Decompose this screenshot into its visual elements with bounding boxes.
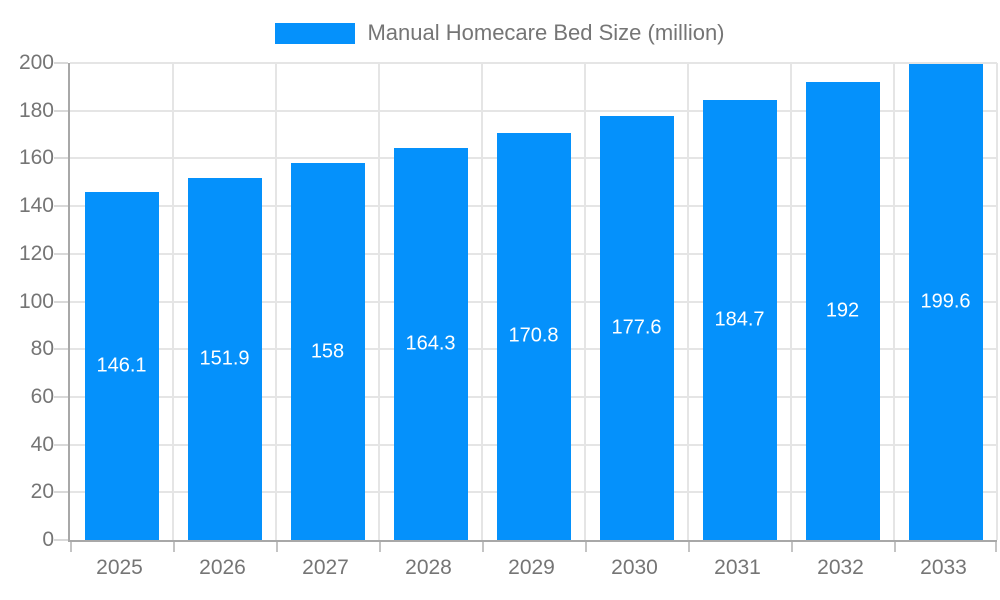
x-tick (995, 542, 997, 552)
x-axis-label: 2033 (920, 556, 967, 579)
y-axis-label: 200 (18, 51, 54, 74)
x-axis-label: 2030 (611, 556, 658, 579)
y-axis-label: 120 (18, 241, 54, 265)
y-tick (54, 157, 68, 160)
y-tick (54, 300, 68, 303)
bar: 199.6 (908, 63, 983, 540)
bar: 158 (290, 163, 365, 540)
bar: 192 (805, 82, 880, 540)
y-axis-label: 160 (18, 146, 54, 170)
x-axis-label: 2031 (714, 556, 761, 579)
bar-value-label: 177.6 (611, 316, 662, 339)
x-gridline (893, 63, 895, 540)
x-tick (585, 542, 587, 552)
x-tick (70, 542, 72, 552)
y-axis-label: 100 (18, 289, 54, 313)
y-tick (54, 491, 68, 494)
legend-swatch[interactable] (275, 22, 356, 44)
y-tick (54, 109, 68, 112)
y-gridline (70, 109, 997, 112)
x-tick (379, 542, 381, 552)
x-axis-label: 2025 (96, 556, 143, 579)
y-gridline (70, 62, 997, 64)
x-gridline (378, 63, 380, 540)
x-tick (173, 542, 175, 552)
bar: 164.3 (393, 148, 468, 540)
y-tick (54, 62, 68, 64)
x-gridline (481, 63, 483, 540)
bar-value-label: 192 (825, 299, 860, 322)
bar-value-label: 170.8 (508, 324, 559, 347)
x-tick (791, 542, 793, 552)
bar-value-label: 164.3 (405, 332, 456, 355)
x-tick (688, 542, 690, 552)
x-axis-label: 2028 (405, 556, 452, 579)
x-gridline (996, 63, 998, 540)
y-tick (54, 252, 68, 255)
y-axis-label: 40 (30, 432, 54, 456)
bar-value-label: 151.9 (199, 347, 250, 370)
bar-value-label: 184.7 (714, 308, 765, 331)
y-axis-label: 180 (18, 98, 54, 122)
x-gridline (172, 63, 174, 540)
legend-label[interactable]: Manual Homecare Bed Size (million) (367, 20, 725, 45)
x-tick (276, 542, 278, 552)
x-axis-label: 2027 (302, 556, 349, 579)
y-tick (54, 348, 68, 351)
bar-value-label: 158 (310, 340, 345, 363)
y-tick (54, 205, 68, 208)
y-tick (54, 395, 68, 398)
x-gridline (790, 63, 792, 540)
bar: 177.6 (599, 116, 674, 540)
y-axis-label: 140 (18, 194, 54, 218)
x-tick (894, 542, 896, 552)
y-axis-label: 80 (30, 337, 54, 361)
y-tick (54, 539, 68, 541)
legend: Manual Homecare Bed Size (million) (0, 20, 1000, 46)
x-tick (482, 542, 484, 552)
x-gridline (584, 63, 586, 540)
y-tick (54, 443, 68, 446)
plot-area: 146.1 151.9 158 164.3 170.8 177.6 184.7 192 199.… (54, 62, 998, 552)
bar: 146.1 (84, 191, 159, 540)
y-axis-label: 0 (42, 528, 54, 551)
x-gridline (275, 63, 277, 540)
y-axis-label: 60 (30, 384, 54, 408)
bar: 151.9 (187, 177, 262, 540)
bar: 184.7 (702, 99, 777, 540)
x-gridline (687, 63, 689, 540)
bar-value-label: 146.1 (96, 354, 147, 377)
bar: 170.8 (496, 132, 571, 540)
x-axis-label: 2029 (508, 556, 555, 579)
x-axis-label: 2026 (199, 556, 246, 579)
bar-value-label: 199.6 (920, 290, 971, 313)
y-axis-label: 20 (30, 480, 54, 504)
x-axis-label: 2032 (817, 556, 864, 579)
